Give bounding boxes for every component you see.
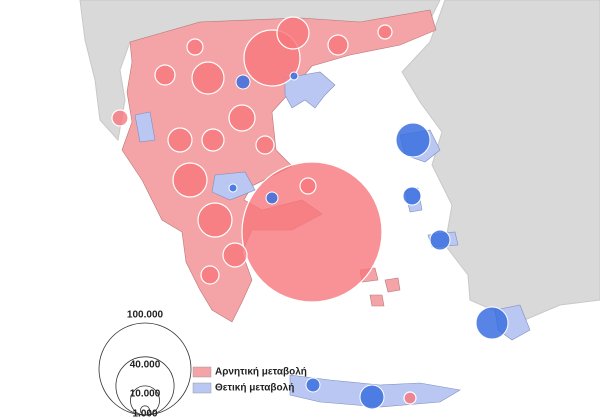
- circle: [154, 64, 176, 86]
- circle: [228, 183, 238, 193]
- circle: [289, 71, 299, 81]
- circle: [111, 109, 129, 127]
- legend-size-label: 1.000: [132, 408, 157, 419]
- circle: [403, 391, 417, 405]
- circle: [359, 384, 385, 410]
- circle: [228, 104, 256, 132]
- chalkidiki: [284, 71, 336, 109]
- legend: 100.000 40.000 10.000 1.000 Αρνητική μεταβολ…: [98, 310, 307, 419]
- circle: [402, 186, 422, 206]
- circle: [167, 127, 193, 153]
- circle: [197, 202, 233, 238]
- legend-swatch: [192, 382, 212, 394]
- circle: [201, 128, 225, 152]
- legend-label: Θετική μεταβολή: [215, 383, 294, 394]
- legend-size-circle: [139, 405, 150, 416]
- circle: [377, 24, 393, 40]
- circle: [305, 377, 321, 393]
- legend-size-label: 10.000: [130, 389, 161, 400]
- legend-size-label: 40.000: [130, 359, 161, 370]
- legend-swatch: [192, 366, 212, 378]
- circle: [429, 229, 451, 251]
- circle: [395, 122, 431, 158]
- circle: [191, 61, 225, 95]
- epirus-region: [134, 111, 156, 143]
- circle: [172, 162, 208, 198]
- circle: [475, 306, 509, 340]
- circle: [186, 38, 204, 56]
- turkey: [401, 0, 600, 323]
- circle: [222, 242, 248, 268]
- symbols: [111, 16, 509, 410]
- circle: [265, 191, 279, 205]
- legend-size-label: 100.000: [127, 310, 164, 321]
- circle: [327, 34, 349, 56]
- circle: [299, 177, 317, 195]
- circle: [200, 265, 220, 285]
- circle: [276, 16, 310, 50]
- circle: [255, 135, 275, 155]
- circle: [235, 74, 251, 90]
- legend-label: Αρνητική μεταβολή: [215, 367, 307, 378]
